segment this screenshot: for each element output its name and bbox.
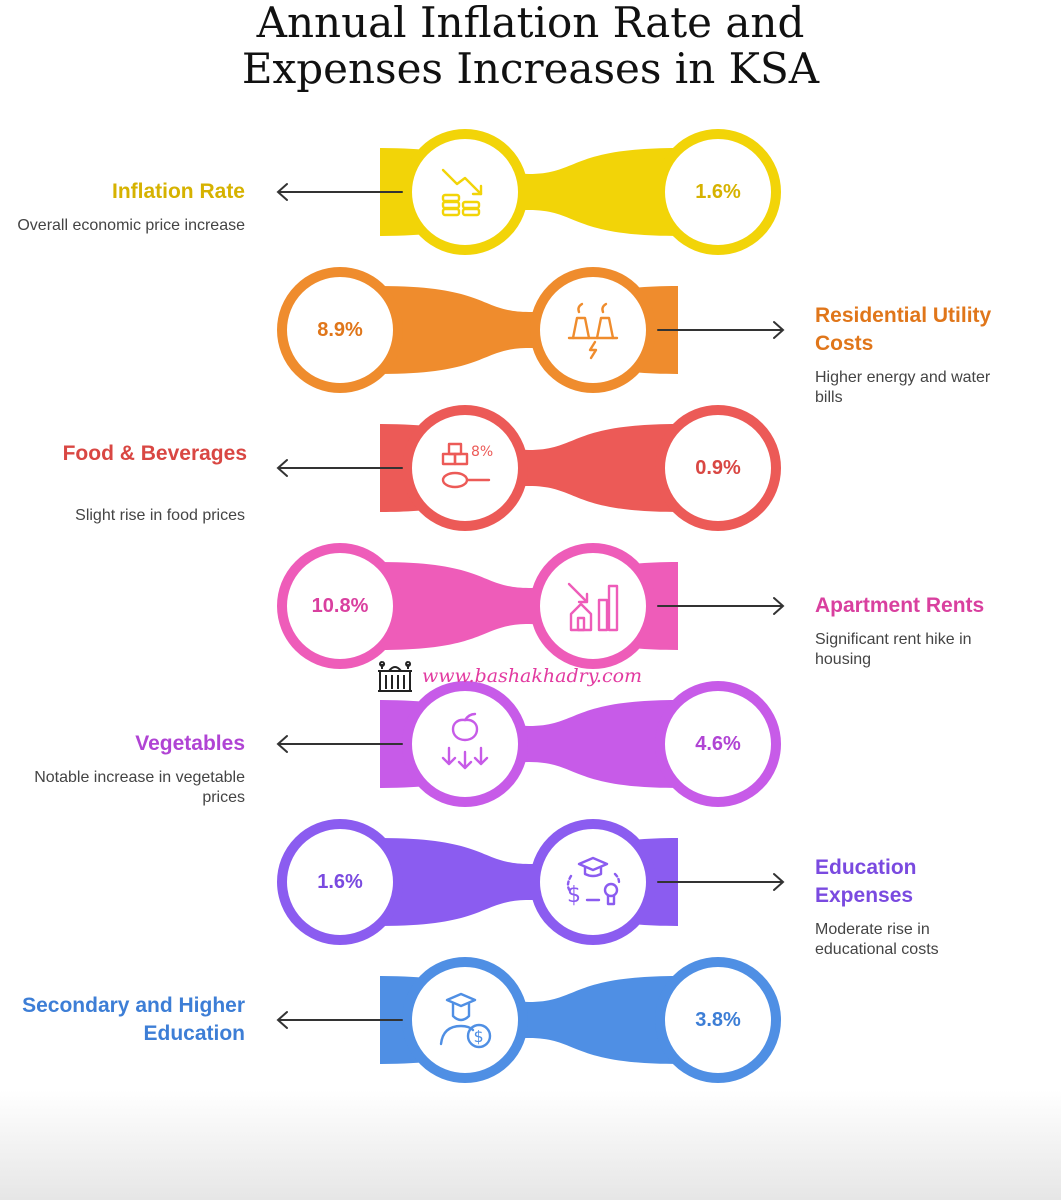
- value-text: 1.6%: [317, 871, 363, 893]
- arrow-left-icon: [276, 735, 403, 753]
- item-description: Moderate rise in educational costs: [815, 921, 939, 958]
- value-text: 1.6%: [695, 181, 741, 203]
- value-circle: [277, 819, 403, 945]
- graduation-cost-icon: $: [566, 856, 621, 908]
- icon-circle: [530, 543, 656, 669]
- item-7: $: [276, 957, 781, 1083]
- value-text: 10.8%: [311, 595, 369, 617]
- item-label: Inflation Rate: [111, 180, 245, 203]
- arrow-right-icon: [657, 321, 785, 339]
- watermark: www.bashakhadry.com: [376, 658, 642, 694]
- arrow-left-icon: [276, 183, 403, 201]
- item-5: [276, 681, 781, 807]
- item-label: Vegetables: [135, 732, 245, 755]
- item-label: Education Expenses: [815, 856, 917, 907]
- icon-circle: [402, 681, 528, 807]
- item-label: Residential Utility Costs: [815, 304, 992, 355]
- item-4: [277, 543, 785, 669]
- item-label: Apartment Rents: [815, 594, 985, 617]
- item-1: [276, 129, 781, 255]
- arrow-right-icon: [657, 597, 785, 615]
- value-text: 4.6%: [695, 733, 741, 755]
- building-logo-icon: [378, 661, 412, 692]
- item-label: Secondary and Higher Education: [22, 994, 245, 1045]
- page-title: Annual Inflation Rate and Expenses Incre…: [0, 0, 1061, 92]
- house-chart-icon: [567, 582, 619, 632]
- svg-text:$: $: [567, 883, 581, 908]
- value-text: 8.9%: [317, 319, 363, 341]
- bottom-fade: [0, 1090, 1061, 1200]
- vegetable-down-icon: [441, 712, 489, 770]
- arrow-right-icon: [657, 873, 785, 891]
- value-circle: [655, 681, 781, 807]
- item-description: Notable increase in vegetable prices: [34, 769, 245, 806]
- title-line-2: Expenses Increases in KSA: [241, 44, 820, 93]
- value-text: 0.9%: [695, 457, 741, 479]
- value-circle: [277, 543, 403, 669]
- item-2: [277, 267, 785, 393]
- item-label: Food & Beverages: [62, 442, 247, 465]
- value-text: 3.8%: [695, 1009, 741, 1031]
- item-description: Higher energy and water bills: [815, 369, 991, 406]
- item-description: Significant rent hike in housing: [815, 631, 972, 668]
- food-percent-icon: 8%: [441, 442, 493, 489]
- item-description: Overall economic price increase: [17, 217, 245, 234]
- item-6: $: [277, 819, 785, 945]
- icon-circle: [530, 819, 656, 945]
- item-description: Slight rise in food prices: [75, 507, 245, 524]
- item-3: 8%: [276, 405, 781, 531]
- icon-circle: [402, 129, 528, 255]
- value-circle: [277, 267, 403, 393]
- arrow-left-icon: [276, 459, 403, 477]
- falling-coins-icon: [441, 168, 483, 217]
- graduate-money-icon: $: [439, 992, 492, 1049]
- value-circle: [655, 405, 781, 531]
- watermark-text: www.bashakhadry.com: [422, 665, 643, 687]
- icon-circle: [402, 405, 528, 531]
- arrow-left-icon: [276, 1011, 403, 1029]
- power-plant-icon: [567, 302, 619, 360]
- icon-circle: [530, 267, 656, 393]
- value-circle: [655, 129, 781, 255]
- svg-text:8%: 8%: [471, 444, 493, 460]
- title-line-1: Annual Inflation Rate and: [256, 0, 805, 47]
- svg-text:$: $: [474, 1027, 484, 1046]
- value-circle: [655, 957, 781, 1083]
